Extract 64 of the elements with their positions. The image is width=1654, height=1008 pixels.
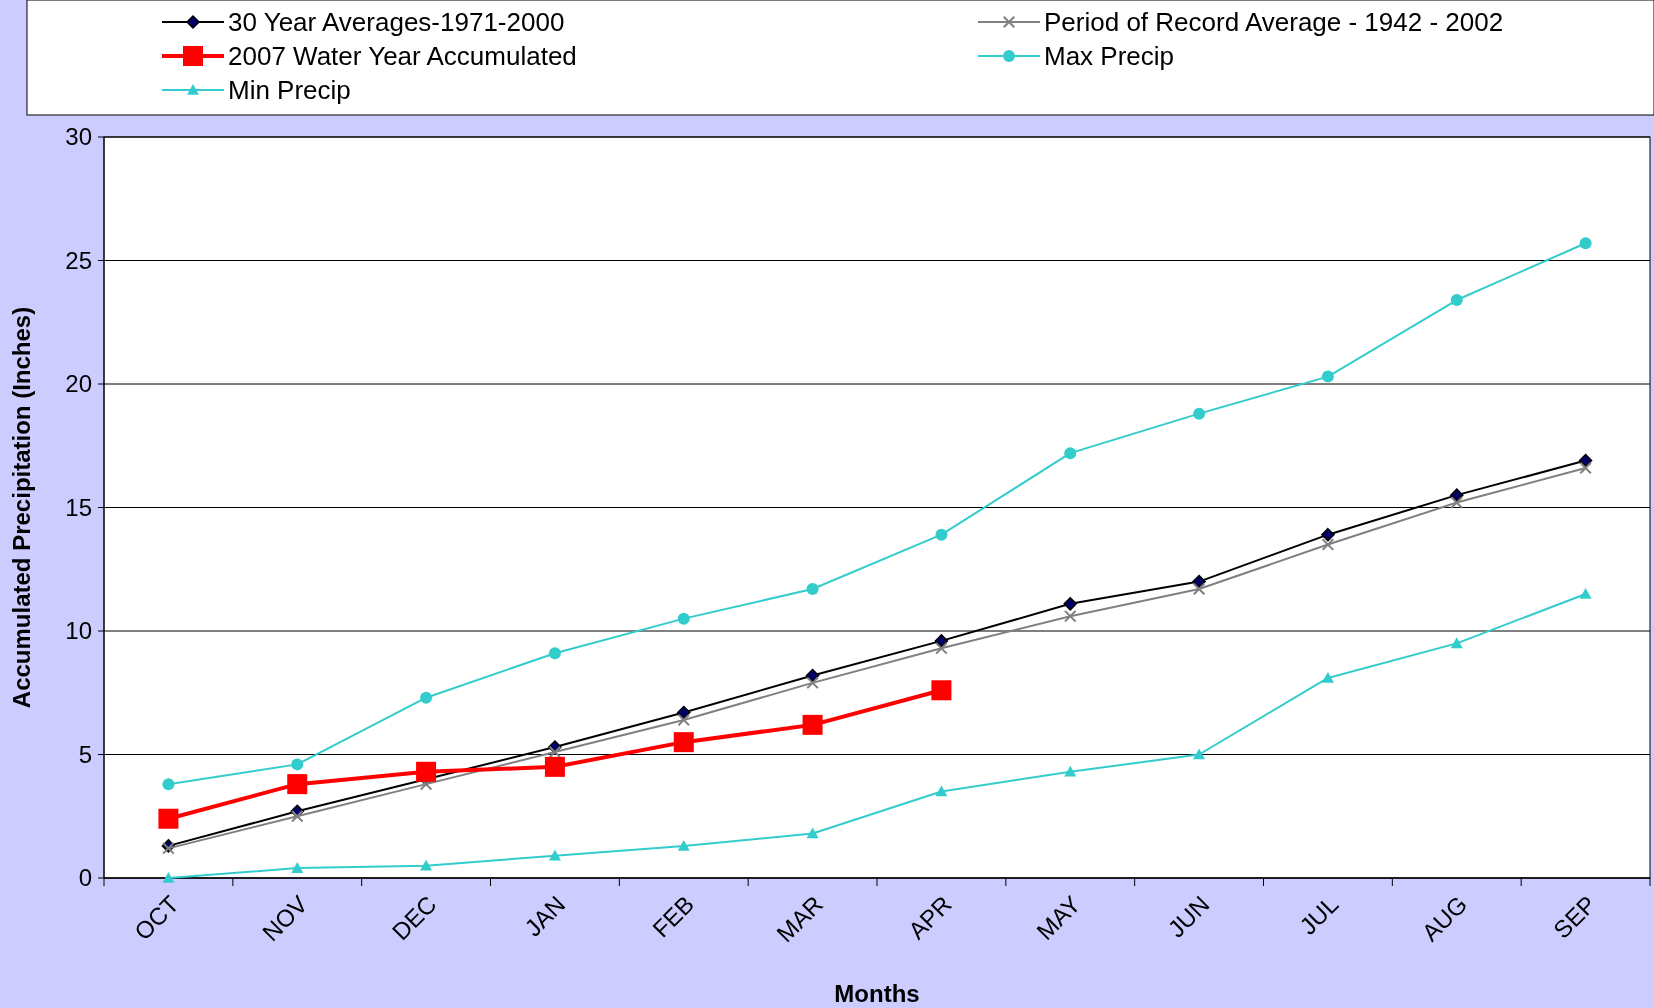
point xyxy=(931,680,952,701)
point xyxy=(935,642,948,655)
point xyxy=(1578,453,1593,468)
point xyxy=(291,862,304,873)
point xyxy=(548,849,561,861)
y-tick-label: 15 xyxy=(65,493,92,521)
point xyxy=(806,676,819,689)
point xyxy=(1064,447,1077,460)
y-tick-label: 0 xyxy=(78,864,92,892)
point xyxy=(287,774,308,795)
point xyxy=(673,732,694,753)
point xyxy=(806,827,819,839)
point xyxy=(420,859,433,871)
x-tick-label: JUL xyxy=(1294,890,1344,940)
point xyxy=(677,612,690,625)
point xyxy=(1064,765,1077,777)
point xyxy=(1193,407,1206,420)
legend-label: 2007 Water Year Accumulated xyxy=(228,41,577,71)
point xyxy=(1063,597,1077,611)
point xyxy=(420,691,433,704)
legend-label: Period of Record Average - 1942 - 2002 xyxy=(1044,7,1504,37)
point xyxy=(1579,237,1592,250)
point xyxy=(935,528,948,541)
point xyxy=(162,778,175,791)
y-axis-title: Accumulated Precipitation (Inches) xyxy=(8,306,35,709)
point xyxy=(1450,294,1463,307)
point xyxy=(802,714,823,735)
y-tick-label: 5 xyxy=(78,740,92,768)
y-tick-label: 20 xyxy=(65,370,92,398)
point xyxy=(548,647,561,660)
y-tick-label: 10 xyxy=(65,617,92,645)
x-axis-title: Months xyxy=(834,980,920,1007)
point xyxy=(544,756,565,777)
y-tick-label: 30 xyxy=(65,123,92,151)
point xyxy=(806,583,819,596)
point xyxy=(1450,488,1464,502)
point xyxy=(677,713,690,726)
point xyxy=(934,634,949,648)
y-tick-label: 25 xyxy=(65,246,92,274)
point xyxy=(1064,610,1077,623)
point xyxy=(1321,527,1335,542)
point xyxy=(935,785,948,797)
point xyxy=(1450,496,1463,509)
legend-label: Max Precip xyxy=(1044,41,1175,71)
point xyxy=(416,761,437,782)
point xyxy=(1579,587,1592,599)
point xyxy=(805,668,820,683)
point xyxy=(1450,637,1463,649)
point xyxy=(158,808,179,829)
point xyxy=(1193,583,1206,596)
point xyxy=(677,705,691,720)
point xyxy=(1321,370,1334,383)
legend-label: 30 Year Averages-1971-2000 xyxy=(228,7,565,37)
x-tick-label: JAN xyxy=(519,890,571,942)
point xyxy=(1321,671,1334,683)
point xyxy=(1192,574,1206,589)
point xyxy=(162,872,175,883)
point xyxy=(677,839,690,851)
point xyxy=(1321,538,1334,551)
legend-label: Min Precip xyxy=(228,75,351,105)
point xyxy=(1579,461,1592,474)
point xyxy=(291,758,304,771)
point xyxy=(291,810,304,823)
point xyxy=(1193,748,1206,760)
